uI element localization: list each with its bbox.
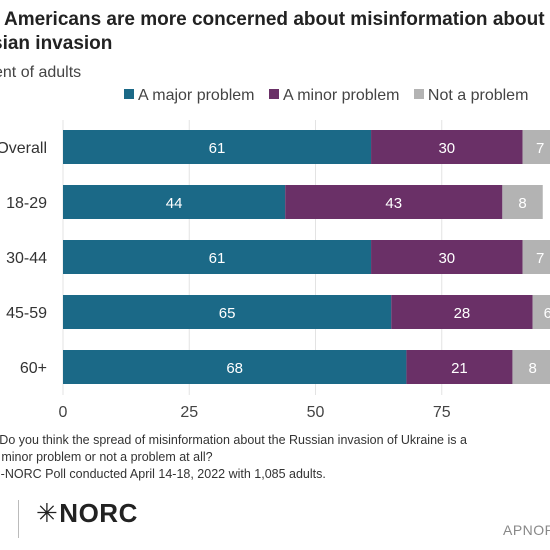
bar-segment bbox=[522, 240, 550, 274]
bar-value-label: 28 bbox=[454, 305, 471, 322]
bar-segment bbox=[63, 240, 372, 274]
chart-title-line-1: r Americans are more concerned about mis… bbox=[0, 9, 545, 30]
bar-value-label: 8 bbox=[528, 360, 536, 377]
bar-value-label: 43 bbox=[385, 195, 402, 212]
x-tick-label: 75 bbox=[433, 404, 451, 421]
bar-segment bbox=[371, 130, 523, 164]
legend-label-minor: A minor problem bbox=[282, 87, 400, 104]
bar-segment bbox=[391, 295, 533, 329]
x-tick-label: 0 bbox=[59, 404, 68, 421]
x-tick-label: 25 bbox=[180, 404, 198, 421]
category-label: 45-59 bbox=[6, 305, 47, 322]
question-text: Do you think the spread of misinformatio… bbox=[0, 433, 467, 447]
legend-item-not: Not a problem bbox=[413, 87, 529, 105]
bar-segment bbox=[285, 185, 503, 219]
ap-credit: APNOR bbox=[503, 522, 550, 538]
bar-segment bbox=[406, 350, 513, 384]
bar-value-label: 30 bbox=[438, 250, 455, 267]
bar-segment bbox=[63, 185, 286, 219]
norc-star-icon: ✳ bbox=[36, 498, 59, 528]
legend-item-minor: A minor problem bbox=[268, 87, 400, 105]
stacked-bar-chart: 61 30 7 44 43 8 61 30 7 65 28 6 68 21 8 Overall 18-29 30… bbox=[0, 120, 550, 421]
bar-value-label: 7 bbox=[536, 250, 544, 267]
source-note: AP-NORC Poll conducted April 14-18, 2022… bbox=[0, 467, 326, 481]
legend-label-not: Not a problem bbox=[427, 87, 529, 104]
legend-swatch-major bbox=[124, 89, 134, 99]
bar-value-label: 65 bbox=[219, 305, 236, 322]
bar-segment bbox=[63, 295, 392, 329]
bar-value-label: 8 bbox=[518, 195, 526, 212]
bar-segment bbox=[512, 350, 550, 384]
bars bbox=[63, 130, 550, 384]
bar-value-label: 44 bbox=[166, 195, 183, 212]
legend-label-major: A major problem bbox=[138, 87, 255, 104]
chart-title: r Americans are more concerned about mis… bbox=[0, 8, 550, 56]
category-label: 18-29 bbox=[6, 195, 47, 212]
bar-value-label: 68 bbox=[226, 360, 243, 377]
category-label: 30-44 bbox=[6, 250, 47, 267]
x-axis-ticks: 0 25 50 75 bbox=[59, 404, 451, 421]
bar-value-label: 7 bbox=[536, 140, 544, 157]
legend-item-major: A major problem bbox=[124, 87, 255, 105]
bar-segment bbox=[522, 130, 550, 164]
bar-value-label: 21 bbox=[451, 360, 468, 377]
question-continuation: , a minor problem or not a problem at al… bbox=[0, 450, 213, 464]
bar-value-label: 6 bbox=[544, 305, 550, 322]
bar-segment bbox=[371, 240, 523, 274]
chart-legend: A major problem A minor problem Not a pr… bbox=[124, 87, 538, 105]
chart-notes: n: Do you think the spread of misinforma… bbox=[0, 432, 550, 483]
legend-swatch-not bbox=[413, 89, 424, 99]
footer-divider bbox=[18, 500, 19, 538]
bar-segment bbox=[502, 185, 543, 219]
bar-segment bbox=[532, 295, 550, 329]
bar-value-label: 30 bbox=[438, 140, 455, 157]
x-tick-label: 50 bbox=[307, 404, 325, 421]
category-label: 60+ bbox=[20, 360, 47, 377]
norc-logo: ✳NORC bbox=[36, 498, 138, 529]
bar-segment bbox=[63, 130, 372, 164]
legend-swatch-minor bbox=[268, 89, 279, 99]
chart-title-line-2: sian invasion bbox=[0, 33, 113, 54]
bar-segment bbox=[63, 350, 407, 384]
chart-subtitle: ent of adults bbox=[0, 64, 82, 81]
bar-value-label: 61 bbox=[209, 140, 226, 157]
data-labels: 61 30 7 44 43 8 61 30 7 65 28 6 68 21 8 bbox=[166, 140, 550, 377]
category-labels: Overall 18-29 30-44 45-59 60+ bbox=[0, 140, 47, 377]
norc-logo-text: NORC bbox=[59, 498, 138, 528]
category-label: Overall bbox=[0, 140, 47, 157]
question-note: n: Do you think the spread of misinforma… bbox=[0, 432, 550, 449]
bar-value-label: 61 bbox=[209, 250, 226, 267]
